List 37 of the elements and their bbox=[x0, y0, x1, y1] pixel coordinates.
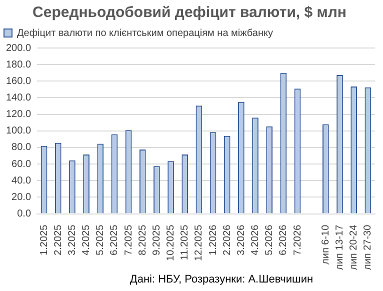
y-tick-label: 140.0 bbox=[6, 92, 32, 104]
legend-label: Дефіцит валюти по клієнтським операціям на міжбанку bbox=[17, 28, 274, 39]
x-tick-label: 9.2025 bbox=[151, 224, 162, 256]
x-tick-label: 6.2026 bbox=[278, 224, 290, 256]
x-tick-label: 7.2025 bbox=[123, 224, 134, 256]
y-tick-label: 40.0 bbox=[12, 175, 32, 186]
x-tick-label: 2.2025 bbox=[52, 224, 64, 256]
x-tick-label: 1.2026 bbox=[208, 224, 219, 256]
x-tick-label: 10.2025 bbox=[166, 224, 177, 261]
x-tick-label: 5.2025 bbox=[95, 224, 106, 256]
y-tick-label: 60.0 bbox=[12, 158, 32, 170]
y-tick-label: 20.0 bbox=[12, 192, 32, 203]
x-tick-label: 1.2025 bbox=[38, 224, 50, 256]
x-tick-label: 7.2026 bbox=[292, 224, 304, 256]
chart-title: Середньодобовий дефіцит валюти, $ млн bbox=[32, 4, 346, 22]
x-tick-label: 8.2025 bbox=[137, 224, 148, 256]
x-tick-label: лип 20-24 bbox=[348, 224, 360, 270]
x-tick-label: 12.2025 bbox=[194, 224, 205, 261]
y-tick-label: 180.0 bbox=[6, 59, 32, 70]
x-tick-label: лип 13-17 bbox=[334, 224, 346, 270]
x-tick-label: 4.2025 bbox=[81, 224, 92, 256]
y-tick-label: 100.0 bbox=[6, 126, 32, 137]
y-tick-label: 160.0 bbox=[6, 76, 32, 87]
y-tick-label: 200.0 bbox=[6, 42, 32, 54]
x-tick-label: 6.2025 bbox=[109, 224, 120, 256]
x-tick-label: 3.2026 bbox=[236, 224, 247, 256]
y-tick-label: 0.0 bbox=[17, 208, 32, 220]
text: Дані: НБУ, Розразунки: А.Шевчишин bbox=[130, 274, 314, 286]
x-tick-label: лип 6-10 bbox=[320, 224, 332, 264]
y-tick-label: 80.0 bbox=[12, 142, 32, 154]
x-tick-label: 11.2025 bbox=[180, 224, 191, 260]
x-tick-label: 4.2026 bbox=[250, 224, 262, 256]
x-tick-label: 2.2026 bbox=[222, 224, 233, 256]
x-tick-label: лип 27-30 bbox=[362, 224, 374, 270]
x-tick-label: 3.2025 bbox=[66, 224, 78, 256]
y-tick-label: 120.0 bbox=[6, 109, 32, 120]
x-tick-label: 5.2026 bbox=[264, 224, 276, 256]
